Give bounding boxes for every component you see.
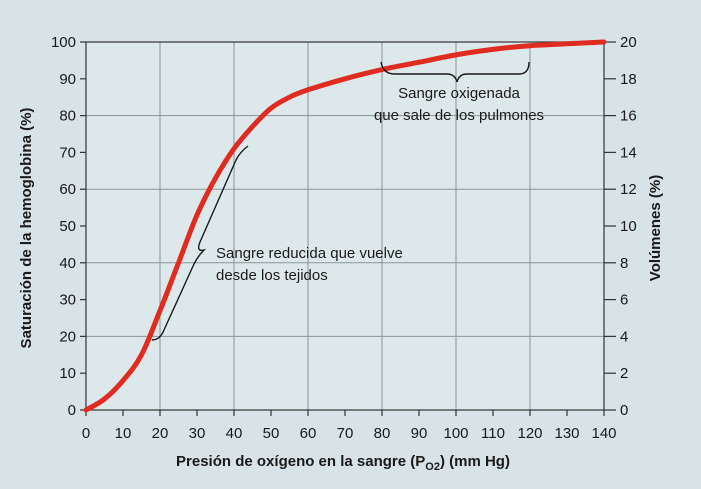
y-left-tick-label: 70 bbox=[59, 144, 76, 161]
bracket-oxygenated bbox=[380, 61, 530, 83]
x-tick-label: 90 bbox=[411, 425, 428, 442]
y-left-tick-label: 10 bbox=[59, 365, 76, 382]
x-tick-label: 140 bbox=[591, 425, 616, 442]
y-left-tick-label: 20 bbox=[59, 328, 76, 345]
x-tick-label: 20 bbox=[152, 425, 169, 442]
x-tick-label: 100 bbox=[443, 425, 468, 442]
x-tick-label: 40 bbox=[226, 425, 243, 442]
x-tick-label: 120 bbox=[517, 425, 542, 442]
y-right-tick-label: 8 bbox=[620, 255, 628, 272]
series-line-saturation bbox=[83, 39, 607, 413]
x-axis-title-subscript: O2 bbox=[425, 461, 440, 473]
y-right-tick-label: 20 bbox=[620, 34, 637, 51]
y-left-tick-label: 0 bbox=[68, 402, 76, 419]
y-left-tick-label: 90 bbox=[59, 71, 76, 88]
y-right-tick-label: 4 bbox=[620, 328, 628, 345]
x-tick-label: 70 bbox=[337, 425, 354, 442]
y-right-tick-label: 10 bbox=[620, 218, 637, 235]
y-right-tick-label: 6 bbox=[620, 292, 628, 309]
x-tick-label: 130 bbox=[554, 425, 579, 442]
grid bbox=[86, 42, 604, 410]
x-tick-label: 0 bbox=[82, 425, 90, 442]
y-left-tick-label: 40 bbox=[59, 255, 76, 272]
x-tick-label: 50 bbox=[263, 425, 280, 442]
x-tick-label: 10 bbox=[115, 425, 132, 442]
annotation-oxygenated-line-2: que sale de los pulmones bbox=[374, 107, 544, 124]
y-right-tick-label: 14 bbox=[620, 144, 637, 161]
x-axis-ticks: 0 10 20 30 40 50 60 70 80 90 100 110 120 130 140 bbox=[82, 410, 617, 442]
y-left-axis-title: Saturación de la hemoglobina (%) bbox=[18, 108, 35, 349]
annotation-oxygenated-line-1: Sangre oxigenada bbox=[398, 85, 520, 102]
x-tick-label: 60 bbox=[300, 425, 317, 442]
bracket-reduced bbox=[151, 145, 249, 341]
x-tick-label: 30 bbox=[189, 425, 206, 442]
y-right-axis-ticks: 0 2 4 6 8 10 12 14 16 18 20 bbox=[604, 34, 637, 419]
y-left-tick-label: 100 bbox=[51, 34, 76, 51]
x-tick-label: 110 bbox=[481, 425, 505, 442]
x-axis-title-tail: ) (mm Hg) bbox=[440, 453, 510, 470]
y-right-tick-label: 0 bbox=[620, 402, 628, 419]
plot-area bbox=[86, 42, 604, 410]
y-left-axis-ticks: 0 10 20 30 40 50 60 70 80 90 100 bbox=[51, 34, 86, 419]
y-right-tick-label: 18 bbox=[620, 71, 637, 88]
y-left-tick-label: 80 bbox=[59, 108, 76, 125]
y-left-tick-label: 30 bbox=[59, 292, 76, 309]
x-axis-title-main: Presión de oxígeno en la sangre (P bbox=[176, 453, 425, 470]
y-left-tick-label: 60 bbox=[59, 181, 76, 198]
annotation-reduced-line-2: desde los tejidos bbox=[216, 267, 328, 284]
x-tick-label: 80 bbox=[374, 425, 391, 442]
y-right-tick-label: 16 bbox=[620, 108, 637, 125]
y-left-tick-label: 50 bbox=[59, 218, 76, 235]
x-axis-title: Presión de oxígeno en la sangre (PO2) (m… bbox=[176, 453, 510, 473]
y-right-axis-title: Volúmenes (%) bbox=[647, 175, 664, 281]
y-right-tick-label: 2 bbox=[620, 365, 628, 382]
annotation-reduced-line-1: Sangre reducida que vuelve bbox=[216, 245, 403, 262]
y-right-tick-label: 12 bbox=[620, 181, 637, 198]
